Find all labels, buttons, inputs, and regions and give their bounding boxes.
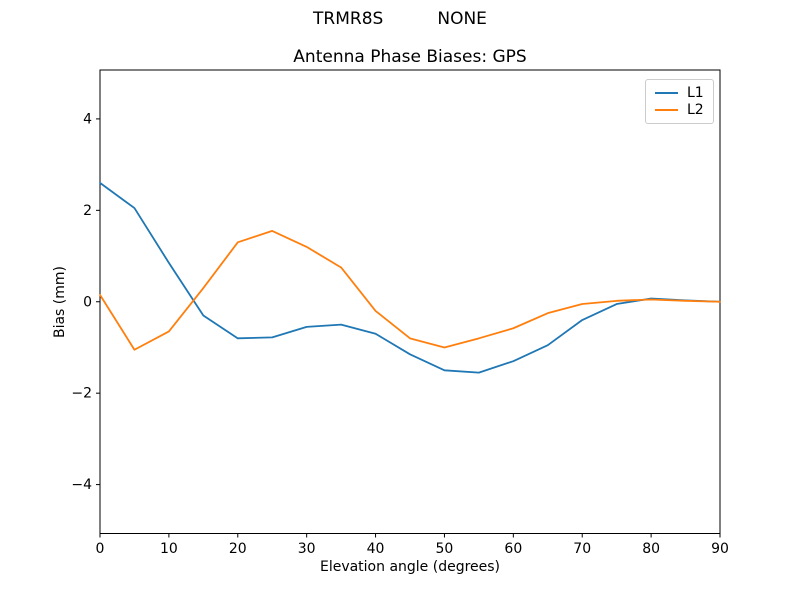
y-axis-label: Bias (mm) — [52, 265, 68, 339]
l1-line-swatch — [655, 91, 678, 94]
chart-title: Antenna Phase Biases: GPS — [293, 47, 527, 67]
y-tick-label: 2 — [83, 203, 92, 219]
legend-item-l2: L2 — [655, 103, 713, 117]
y-tick-label: −4 — [71, 477, 92, 493]
x-tick-label: 90 — [711, 541, 729, 557]
x-tick-label: 50 — [436, 541, 454, 557]
x-tick-label: 60 — [504, 541, 522, 557]
figure-suptitle: TRMR8S NONE — [313, 9, 487, 29]
y-tick-label: 0 — [83, 294, 92, 310]
x-tick-label: 10 — [160, 541, 178, 557]
y-tick-label: 4 — [83, 111, 92, 127]
x-tick-label: 70 — [573, 541, 591, 557]
x-tick-label: 30 — [298, 541, 316, 557]
legend-label-l1: L1 — [687, 84, 704, 101]
x-tick-label: 80 — [642, 541, 660, 557]
x-tick-label: 20 — [229, 541, 247, 557]
x-axis-label: Elevation angle (degrees) — [319, 559, 501, 575]
x-tick-label: 0 — [96, 541, 105, 557]
legend-label-l2: L2 — [687, 102, 704, 119]
y-tick-label: −2 — [71, 386, 92, 402]
x-tick-label: 40 — [367, 541, 385, 557]
series-line-l1 — [99, 182, 721, 374]
legend-item-l1: L1 — [655, 86, 713, 100]
legend: L1 L2 — [645, 79, 714, 124]
l2-line-swatch — [655, 109, 678, 112]
series-line-l2 — [99, 229, 721, 351]
